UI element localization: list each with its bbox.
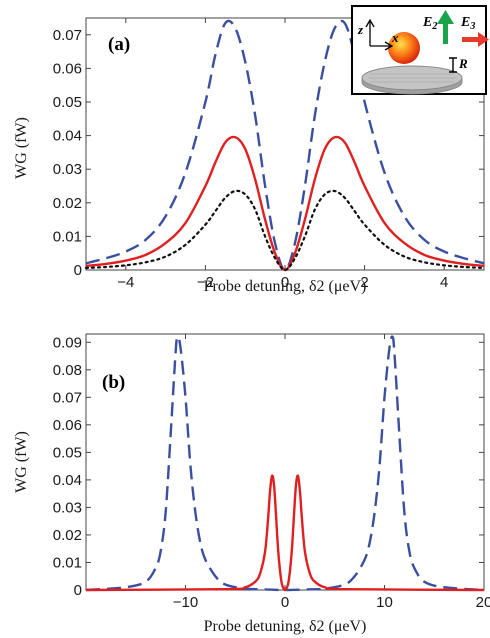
inset-x-axis [370,41,394,51]
y-tick-label-b: 0.04 [53,472,82,489]
x-tick-label-b: −10 [173,594,198,611]
x-tick-label-a: 0 [281,274,289,291]
series-line-solid-a [85,135,485,272]
y-tick-label-b: 0.06 [53,417,82,434]
x-tick-label-a: 2 [360,274,368,291]
y-tick-label-a: 0.03 [53,161,82,178]
series-group-b [85,335,485,592]
x-tick-label-a: 4 [440,274,448,291]
inset-schematic: z x E2 E3 R [351,5,489,95]
y-axis-label-b: WG (fW) [13,431,30,493]
inset-z-label: z [357,22,364,37]
inset-z-axis [365,18,375,46]
panel-a: 0 0.01 0.02 0.03 0.04 0.05 0.06 0.07 −4 −2 0 2 4 (a… [13,5,489,295]
y-ticks-a: 0 0.01 0.02 0.03 0.04 0.05 0.06 0.07 [53,27,484,279]
series-group-a [84,19,486,272]
x-tick-label-a: −2 [197,274,214,291]
y-tick-label-a: 0.04 [53,128,82,145]
y-tick-label-a: 0 [74,262,82,279]
y-tick-label-b: 0 [74,582,82,599]
y-tick-label-a: 0.05 [53,94,82,111]
inset-e2-label: E2 [422,15,437,32]
y-tick-label-b: 0.02 [53,527,82,544]
y-ticks-b: 0 0.01 0.02 0.03 0.04 0.05 0.06 0.07 0.08 0.09 [53,334,484,599]
series-line-dotted-a [84,189,486,272]
y-tick-label-a: 0.02 [53,195,82,212]
x-axis-label-a: Probe detuning, δ2 (μeV) [204,278,367,295]
inset-x-label: x [391,30,399,45]
plot-frame-b [85,333,485,591]
inset-r-label: R [458,56,468,71]
inset-e2-arrow [437,10,454,44]
y-axis-label-a: WG (fW) [13,117,30,179]
y-tick-label-b: 0.07 [53,389,82,406]
y-tick-label-b: 0.03 [53,499,82,516]
y-tick-label-b: 0.05 [53,444,82,461]
inset-e3-arrow [462,32,489,47]
inset-r-marker [449,57,457,73]
series-line-dashed-b [85,335,485,592]
series-line-solid-b [85,474,485,592]
x-tick-label-b: 10 [376,594,393,611]
x-axis-label-b: Probe detuning, δ2 (μeV) [204,618,367,635]
inset-e3-label: E3 [460,15,475,32]
y-tick-label-b: 0.08 [53,362,82,379]
y-tick-label-a: 0.06 [53,60,82,77]
x-ticks-b: −10 0 10 20 [173,334,490,611]
y-tick-label-a: 0.01 [53,228,82,245]
panel-label-a: (a) [108,34,130,55]
y-tick-label-b: 0.09 [53,334,82,351]
inset-quantum-dot-sphere [388,32,420,64]
x-tick-label-a: −4 [117,274,134,291]
series-line-dashed-a [85,19,485,272]
panel-label-b: (b) [102,372,125,393]
inset-disk-side [361,77,463,95]
y-tick-label-b: 0.01 [53,554,82,571]
panel-b: 0 0.01 0.02 0.03 0.04 0.05 0.06 0.07 0.08 0.09 −1… [13,333,490,635]
x-ticks-a: −4 −2 0 2 4 [117,18,448,291]
x-tick-label-b: 20 [476,594,490,611]
x-tick-label-b: 0 [281,594,289,611]
inset-disk-pattern [368,73,456,83]
y-tick-label-a: 0.07 [53,27,82,44]
